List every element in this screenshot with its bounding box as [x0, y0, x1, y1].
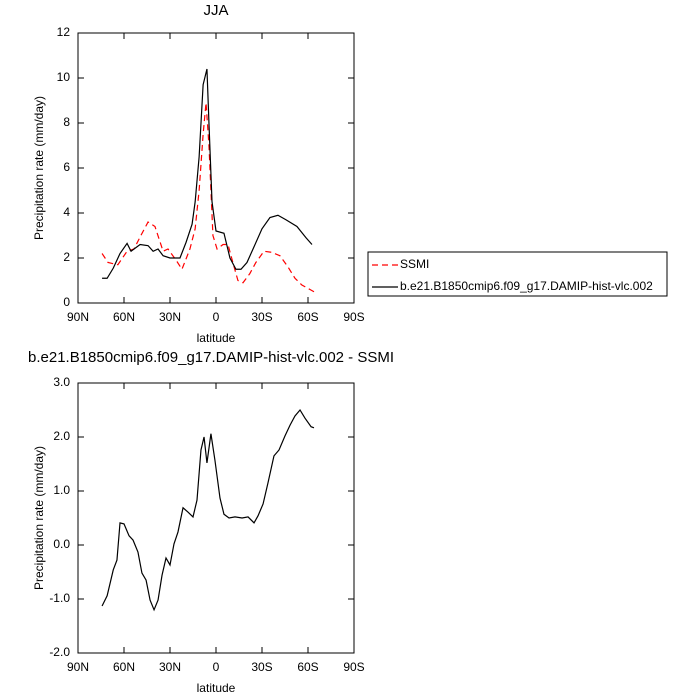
- chart-title: b.e21.B1850cmip6.f09_g17.DAMIP-hist-vlc.…: [28, 349, 394, 366]
- y-tick-label: -2.0: [49, 645, 70, 659]
- x-axis-label: latitude: [197, 331, 236, 345]
- y-tick-label: 3.0: [53, 375, 70, 389]
- y-axis-label: Precipitation rate (mm/day): [32, 96, 46, 240]
- y-axis-label: Precipitation rate (mm/day): [32, 446, 46, 590]
- y-tick-label: 1.0: [53, 483, 70, 497]
- x-tick-label: 0: [213, 660, 220, 674]
- data-line: [101, 408, 315, 612]
- y-tick-label: 8: [63, 115, 70, 129]
- x-tick-label: 90S: [343, 310, 364, 324]
- legend-label: SSMI: [400, 257, 429, 271]
- legend-label: b.e21.B1850cmip6.f09_g17.DAMIP-hist-vlc.…: [400, 279, 653, 293]
- legend: SSMI b.e21.B1850cmip6.f09_g17.DAMIP-hist-…: [367, 251, 668, 297]
- x-axis-label: latitude: [197, 681, 236, 695]
- y-tick-label: 0.0: [53, 537, 70, 551]
- plot-frame: [77, 382, 355, 654]
- y-tick-label: 12: [57, 25, 71, 39]
- y-tick-label: 4: [63, 205, 70, 219]
- x-tick-label: 60N: [113, 310, 135, 324]
- x-tick-label: 90N: [67, 660, 89, 674]
- x-tick-label: 30N: [159, 310, 181, 324]
- x-tick-label: 90S: [343, 660, 364, 674]
- data-line: [101, 102, 317, 294]
- x-tick-label: 60S: [297, 660, 318, 674]
- x-tick-label: 30S: [251, 660, 272, 674]
- y-tick-label: 2.0: [53, 429, 70, 443]
- y-tick-label: 10: [57, 70, 71, 84]
- y-tick-label: 2: [63, 250, 70, 264]
- x-tick-label: 30S: [251, 310, 272, 324]
- data-line: [102, 68, 313, 279]
- legend-frame: [367, 251, 668, 297]
- y-tick-label: 6: [63, 160, 70, 174]
- x-tick-label: 30N: [159, 660, 181, 674]
- y-tick-label: 0: [63, 295, 70, 309]
- x-tick-label: 0: [213, 310, 220, 324]
- x-tick-label: 90N: [67, 310, 89, 324]
- x-tick-label: 60N: [113, 660, 135, 674]
- chart-title: JJA: [203, 2, 228, 19]
- x-tick-label: 60S: [297, 310, 318, 324]
- y-tick-label: -1.0: [49, 591, 70, 605]
